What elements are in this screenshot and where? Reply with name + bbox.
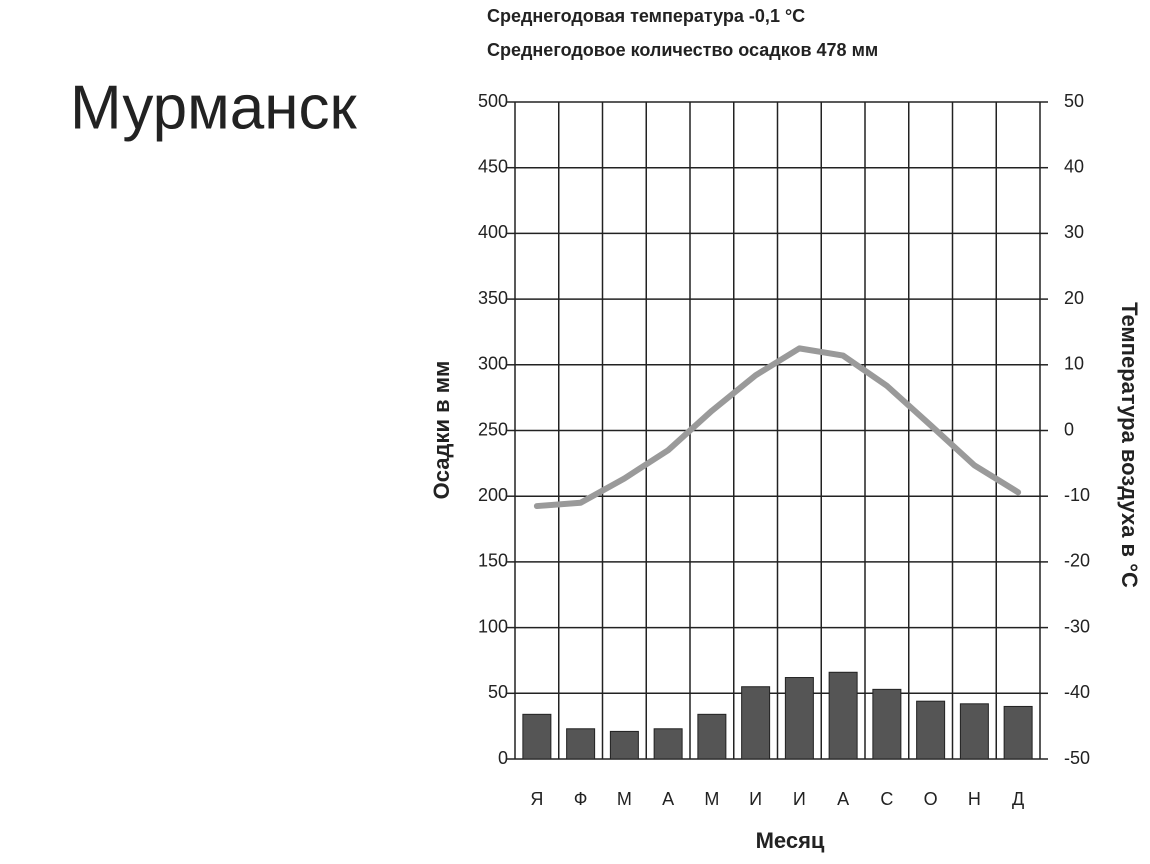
y-tick-label: 250 (478, 419, 508, 439)
x-tick-label: И (749, 789, 762, 809)
bar (828, 671, 858, 760)
x-tick-label: Ф (574, 789, 588, 809)
bar (784, 677, 814, 760)
bar (609, 730, 639, 760)
y2-tick-label: 30 (1064, 222, 1084, 242)
y-tick-label: 400 (478, 222, 508, 242)
y2-tick-label: -40 (1064, 682, 1090, 702)
bar (653, 728, 683, 760)
y-tick-label: 350 (478, 288, 508, 308)
x-tick-label: Н (968, 789, 981, 809)
y-axis-title: Осадки в мм (429, 361, 454, 500)
annotation: Среднегодовое количество осадков 478 мм (487, 40, 878, 60)
annotation: Среднегодовая температура -0,1 °С (487, 6, 805, 26)
x-tick-label: Д (1012, 789, 1024, 809)
y2-tick-label: 10 (1064, 354, 1084, 374)
x-tick-label: С (880, 789, 893, 809)
x-tick-label: М (617, 789, 632, 809)
x-tick-label: М (704, 789, 719, 809)
city-title: Мурманск (70, 73, 357, 142)
y2-tick-label: 50 (1064, 91, 1084, 111)
bar (741, 686, 771, 760)
y2-axis-title: Температура воздуха в °С (1117, 302, 1142, 588)
y2-tick-label: -20 (1064, 551, 1090, 571)
bar (697, 713, 727, 760)
bar (522, 713, 552, 760)
x-tick-label: А (837, 789, 849, 809)
temperature-line (533, 345, 1022, 510)
y2-tick-label: -30 (1064, 616, 1090, 636)
y2-tick-label: 40 (1064, 156, 1084, 176)
y-tick-label: 150 (478, 551, 508, 571)
x-tick-label: Я (530, 789, 543, 809)
y-tick-label: 50 (488, 682, 508, 702)
y2-tick-label: 20 (1064, 288, 1084, 308)
y-tick-label: 200 (478, 485, 508, 505)
y-tick-label: 0 (498, 748, 508, 768)
y-tick-label: 300 (478, 354, 508, 374)
bar (872, 688, 902, 760)
bar (959, 703, 989, 760)
x-tick-label: А (662, 789, 674, 809)
x-tick-label: О (924, 789, 938, 809)
y2-tick-label: -10 (1064, 485, 1090, 505)
y-tick-label: 450 (478, 156, 508, 176)
y-tick-label: 500 (478, 91, 508, 111)
x-tick-label: И (793, 789, 806, 809)
bar (1003, 705, 1033, 760)
bar (566, 728, 596, 760)
y2-tick-label: 0 (1064, 419, 1074, 439)
x-axis-title: Месяц (756, 828, 825, 853)
y-tick-label: 100 (478, 616, 508, 636)
y2-tick-label: -50 (1064, 748, 1090, 768)
bar (916, 700, 946, 760)
